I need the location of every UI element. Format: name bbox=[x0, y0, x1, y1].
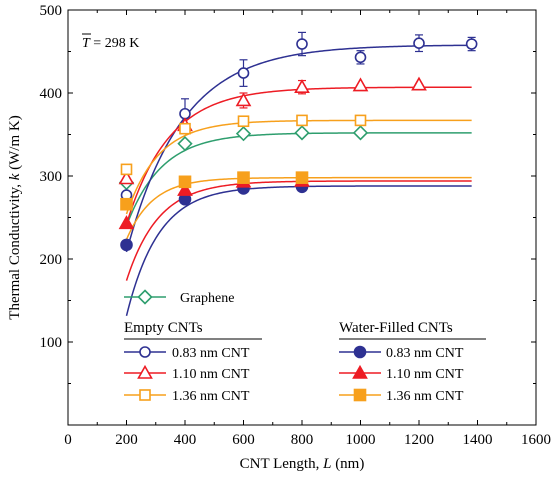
x-axis-title-prefix: CNT Length, bbox=[240, 456, 323, 472]
x-tick-label: 1000 bbox=[346, 432, 376, 448]
legend-symbols bbox=[124, 289, 381, 402]
data-point-s6-p1 bbox=[178, 175, 192, 189]
legend-label-empty-136: 1.36 nm CNT bbox=[172, 389, 250, 404]
legend-label-graphene: Graphene bbox=[180, 291, 234, 306]
data-point-s0-p3 bbox=[294, 125, 310, 141]
data-point-s6-p2 bbox=[237, 171, 250, 184]
legend-header-empty: Empty CNTs bbox=[124, 320, 203, 336]
data-point-s2-p3 bbox=[294, 79, 310, 93]
legend-marker-0 bbox=[137, 289, 153, 305]
legend-item-graphene: Graphene bbox=[180, 291, 234, 306]
data-point-s5-p0 bbox=[118, 215, 135, 230]
data-point-s6-p3 bbox=[295, 171, 309, 184]
data-point-s0-p4 bbox=[352, 125, 369, 141]
legend-header-filled: Water-Filled CNTs bbox=[339, 320, 453, 336]
legend-label-empty-083: 0.83 nm CNT bbox=[172, 346, 250, 361]
y-tick-label: 200 bbox=[40, 252, 63, 268]
x-axis-title: CNT Length, L (nm) bbox=[240, 456, 365, 472]
axes-layer bbox=[67, 9, 537, 426]
data-point-s3-p4 bbox=[354, 114, 367, 127]
legend-marker-4 bbox=[353, 345, 367, 359]
legend-marker-3 bbox=[139, 389, 151, 401]
data-point-s4-p0 bbox=[120, 238, 133, 252]
y-axis-title-prefix: Thermal Conductivity, bbox=[7, 180, 23, 319]
data-point-s0-p2 bbox=[235, 126, 252, 142]
data-point-s1-p4 bbox=[354, 51, 367, 64]
data-markers bbox=[118, 37, 478, 252]
x-tick-label: 600 bbox=[232, 432, 255, 448]
legend-marker-6 bbox=[353, 388, 367, 402]
temperature-value: = 298 K bbox=[90, 36, 140, 51]
legend-label-filled-083: 0.83 nm CNT bbox=[386, 346, 464, 361]
data-point-s3-p2 bbox=[237, 115, 250, 128]
y-axis-title-suffix: (W/m K) bbox=[7, 115, 23, 173]
fit-curve-5 bbox=[125, 180, 472, 281]
y-tick-label: 500 bbox=[40, 3, 63, 19]
fit-curve-4 bbox=[125, 185, 472, 316]
legend-label-empty-110: 1.10 nm CNT bbox=[172, 367, 250, 382]
legend-label-filled-110: 1.10 nm CNT bbox=[386, 367, 464, 382]
x-axis-title-symbol: L bbox=[322, 456, 331, 472]
temperature-annotation: T = 298 K bbox=[82, 36, 139, 51]
x-tick-label: 1200 bbox=[404, 432, 434, 448]
data-point-s2-p4 bbox=[352, 77, 369, 92]
data-point-s3-p1 bbox=[179, 122, 191, 135]
data-point-s1-p5 bbox=[413, 37, 425, 50]
legend-marker-1 bbox=[139, 346, 151, 358]
fit-curve-1 bbox=[125, 44, 472, 253]
x-tick-label: 400 bbox=[174, 432, 197, 448]
x-axis-title-suffix: (nm) bbox=[331, 456, 364, 472]
data-point-s3-p3 bbox=[296, 114, 308, 127]
data-point-s2-p0 bbox=[118, 170, 135, 185]
data-point-s1-p2 bbox=[237, 67, 250, 79]
data-point-s1-p6 bbox=[465, 38, 478, 50]
y-tick-label: 400 bbox=[40, 86, 63, 102]
data-point-s5-p1 bbox=[177, 181, 193, 196]
data-point-s1-p3 bbox=[296, 38, 308, 50]
data-point-s2-p2 bbox=[235, 92, 252, 107]
y-axis-title: Thermal Conductivity, k (W/m K) bbox=[7, 115, 23, 319]
legend-label-filled-136: 1.36 nm CNT bbox=[386, 389, 464, 404]
legend: Graphene Empty CNTs Water-Filled CNTs 0.… bbox=[124, 291, 486, 404]
data-point-s6-p0 bbox=[120, 197, 133, 211]
x-tick-label: 1400 bbox=[463, 432, 493, 448]
x-tick-label: 0 bbox=[64, 432, 72, 448]
legend-marker-2 bbox=[137, 364, 153, 379]
y-axis-title-symbol: k bbox=[7, 173, 23, 180]
fit-curve-2 bbox=[125, 86, 472, 225]
x-tick-label: 200 bbox=[115, 432, 138, 448]
x-tick-label: 1600 bbox=[521, 432, 551, 448]
temperature-symbol: T bbox=[82, 36, 91, 51]
data-point-s0-p1 bbox=[177, 135, 193, 152]
x-tick-label: 800 bbox=[291, 432, 314, 448]
data-point-s3-p0 bbox=[120, 163, 133, 176]
legend-marker-5 bbox=[352, 364, 368, 379]
y-tick-label: 100 bbox=[40, 335, 63, 351]
y-tick-label: 300 bbox=[40, 169, 63, 185]
axis-labels: 0 200 400 600 800 1000 1200 1400 1600 100 200 300 40… bbox=[7, 3, 551, 472]
data-point-s2-p5 bbox=[411, 76, 427, 91]
